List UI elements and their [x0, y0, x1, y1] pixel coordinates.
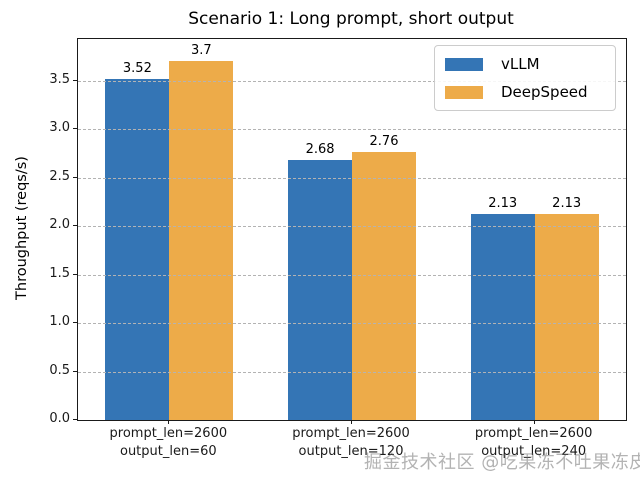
legend-label-deepspeed: DeepSpeed — [501, 83, 588, 101]
xtick-label-group3: prompt_len=2600 output_len=240 — [474, 426, 593, 459]
ytick-mark-0.0 — [73, 419, 77, 420]
xtick-mark-group2 — [351, 420, 352, 424]
ytick-label-1.5: 1.5 — [49, 265, 70, 281]
legend-item-deepspeed: DeepSpeed — [445, 83, 615, 101]
ytick-mark-1.5 — [73, 273, 77, 275]
gridline-2.0 — [78, 226, 626, 228]
bar-deepspeed-group3 — [534, 213, 599, 420]
gridline-3.0 — [78, 129, 626, 131]
ytick-mark-2.0 — [73, 225, 77, 227]
xtick-mark-group1 — [168, 420, 170, 424]
gridline-3.5 — [78, 80, 626, 82]
bar-value-vllm-group2: 2.68 — [305, 142, 335, 158]
legend: vLLM DeepSpeed — [434, 45, 616, 111]
bar-value-deepspeed-group1: 3.7 — [190, 43, 212, 59]
bar-value-deepspeed-group2: 2.76 — [369, 134, 399, 150]
gridline-1.0 — [78, 323, 626, 325]
ytick-mark-3.5 — [73, 79, 77, 81]
bar-deepspeed-group1 — [169, 61, 234, 420]
ytick-mark-2.5 — [73, 176, 77, 178]
xtick-label-group2: prompt_len=2600 output_len=120 — [292, 426, 410, 459]
gridline-2.5 — [78, 177, 626, 179]
gridline-0.5 — [78, 371, 626, 373]
ytick-label-2.0: 2.0 — [49, 217, 70, 233]
ytick-label-1.0: 1.0 — [49, 314, 70, 330]
bar-value-vllm-group1: 3.52 — [122, 60, 152, 76]
ytick-mark-0.5 — [73, 370, 77, 372]
legend-label-vllm: vLLM — [501, 55, 540, 73]
bar-vllm-group2 — [288, 160, 352, 420]
xtick-label-group1: prompt_len=2600 output_len=60 — [109, 426, 228, 459]
ytick-mark-1.0 — [73, 322, 77, 324]
bar-deepspeed-group2 — [352, 152, 416, 420]
bar-value-vllm-group3: 2.13 — [488, 195, 518, 211]
ytick-label-2.5: 2.5 — [49, 168, 70, 184]
legend-item-vllm: vLLM — [445, 55, 615, 73]
bar-vllm-group1 — [105, 78, 170, 420]
bar-vllm-group3 — [470, 213, 535, 420]
vllm-color-swatch — [445, 57, 483, 71]
ytick-label-3.0: 3.0 — [49, 120, 70, 136]
chart-title: Scenario 1: Long prompt, short output — [188, 9, 514, 29]
bar-value-deepspeed-group3: 2.13 — [552, 195, 582, 211]
ytick-label-0.5: 0.5 — [49, 362, 70, 378]
ytick-label-3.5: 3.5 — [49, 71, 70, 87]
gridline-1.5 — [78, 274, 626, 276]
watermark-text: 掘金技术社区 @吃果冻不吐果冻皮 — [364, 452, 640, 473]
ytick-label-0.0: 0.0 — [49, 411, 70, 426]
deepspeed-color-swatch — [445, 85, 483, 99]
xtick-mark-group3 — [533, 420, 535, 424]
ytick-mark-3.0 — [73, 128, 77, 130]
